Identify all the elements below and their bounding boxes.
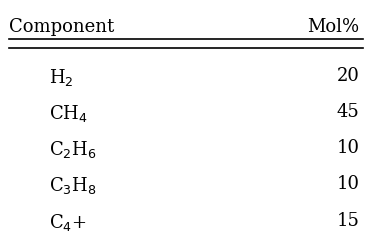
Text: H$_2$: H$_2$ [49,67,74,88]
Text: 10: 10 [337,175,359,193]
Text: Component: Component [9,18,114,36]
Text: C$_4$+: C$_4$+ [49,212,87,233]
Text: 10: 10 [337,139,359,157]
Text: Mol%: Mol% [307,18,359,36]
Text: 20: 20 [337,67,359,85]
Text: 45: 45 [337,103,359,121]
Text: CH$_4$: CH$_4$ [49,103,88,124]
Text: C$_2$H$_6$: C$_2$H$_6$ [49,139,97,160]
Text: C$_3$H$_8$: C$_3$H$_8$ [49,175,97,196]
Text: 15: 15 [337,212,359,230]
